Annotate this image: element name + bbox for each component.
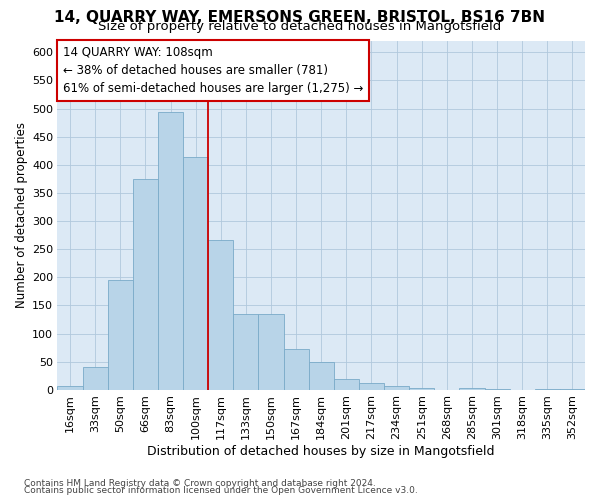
Bar — [158, 112, 183, 390]
X-axis label: Distribution of detached houses by size in Mangotsfield: Distribution of detached houses by size … — [148, 444, 495, 458]
Bar — [535, 389, 560, 390]
Bar — [485, 389, 509, 390]
Bar — [133, 179, 158, 390]
Bar — [359, 383, 384, 390]
Bar — [460, 388, 485, 390]
Text: Size of property relative to detached houses in Mangotsfield: Size of property relative to detached ho… — [98, 20, 502, 33]
Bar — [108, 280, 133, 390]
Bar — [259, 314, 284, 390]
Bar — [233, 314, 259, 390]
Bar — [208, 240, 233, 390]
Bar — [409, 388, 434, 390]
Bar — [183, 158, 208, 390]
Bar — [334, 378, 359, 390]
Y-axis label: Number of detached properties: Number of detached properties — [15, 122, 28, 308]
Text: Contains HM Land Registry data © Crown copyright and database right 2024.: Contains HM Land Registry data © Crown c… — [24, 478, 376, 488]
Bar — [83, 368, 108, 390]
Bar — [284, 350, 308, 390]
Bar — [384, 386, 409, 390]
Text: 14, QUARRY WAY, EMERSONS GREEN, BRISTOL, BS16 7BN: 14, QUARRY WAY, EMERSONS GREEN, BRISTOL,… — [55, 10, 545, 25]
Text: Contains public sector information licensed under the Open Government Licence v3: Contains public sector information licen… — [24, 486, 418, 495]
Bar — [560, 389, 585, 390]
Bar — [58, 386, 83, 390]
Text: 14 QUARRY WAY: 108sqm
← 38% of detached houses are smaller (781)
61% of semi-det: 14 QUARRY WAY: 108sqm ← 38% of detached … — [63, 46, 363, 95]
Bar — [308, 362, 334, 390]
